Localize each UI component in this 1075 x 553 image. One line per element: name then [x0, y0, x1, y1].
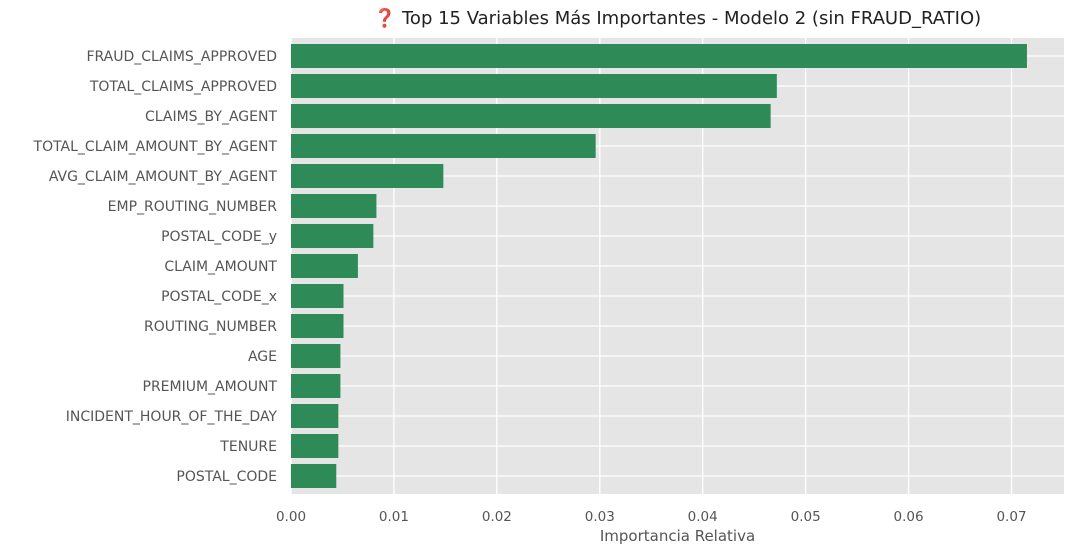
bar — [291, 44, 1027, 68]
bar — [291, 404, 339, 428]
bars — [291, 44, 1027, 488]
x-tick-label: 0.06 — [894, 509, 924, 525]
category-label: POSTAL_CODE_y — [161, 229, 277, 245]
bar — [291, 434, 339, 458]
category-labels: FRAUD_CLAIMS_APPROVED TOTAL_CLAIMS_APPROV… — [33, 49, 278, 485]
category-label: TOTAL_CLAIMS_APPROVED — [89, 79, 277, 95]
bar — [291, 254, 358, 278]
bar — [291, 224, 374, 248]
x-tick-label: 0.07 — [996, 509, 1026, 525]
bar — [291, 284, 344, 308]
category-label: CLAIMS_BY_AGENT — [145, 109, 277, 125]
chart-title: ❓ Top 15 Variables Más Importantes - Mod… — [374, 7, 981, 29]
x-tick-labels: 0.00 0.01 0.02 0.03 0.04 0.05 0.06 0.07 — [276, 509, 1027, 525]
bar — [291, 164, 444, 188]
bar — [291, 344, 341, 368]
category-label: POSTAL_CODE — [176, 469, 277, 485]
category-label: FRAUD_CLAIMS_APPROVED — [86, 49, 277, 65]
category-label: EMP_ROUTING_NUMBER — [108, 199, 278, 215]
x-tick-label: 0.00 — [276, 509, 306, 525]
x-axis-label: Importancia Relativa — [600, 527, 755, 545]
x-tick-label: 0.04 — [688, 509, 718, 525]
bar — [291, 194, 377, 218]
bar — [291, 134, 596, 158]
bar — [291, 314, 344, 338]
x-tick-label: 0.05 — [791, 509, 821, 525]
category-label: TENURE — [219, 439, 277, 455]
bar — [291, 74, 777, 98]
category-label: PREMIUM_AMOUNT — [143, 379, 278, 395]
x-tick-label: 0.01 — [379, 509, 409, 525]
category-label: AVG_CLAIM_AMOUNT_BY_AGENT — [49, 169, 278, 185]
bar — [291, 374, 341, 398]
category-label: INCIDENT_HOUR_OF_THE_DAY — [66, 409, 278, 425]
category-label: AGE — [248, 349, 277, 365]
bar — [291, 104, 771, 128]
category-label: ROUTING_NUMBER — [144, 319, 277, 335]
category-label: TOTAL_CLAIM_AMOUNT_BY_AGENT — [33, 139, 278, 155]
x-tick-label: 0.02 — [482, 509, 512, 525]
category-label: CLAIM_AMOUNT — [164, 259, 277, 275]
category-label: POSTAL_CODE_x — [161, 289, 277, 305]
bar — [291, 464, 337, 488]
x-tick-label: 0.03 — [585, 509, 615, 525]
